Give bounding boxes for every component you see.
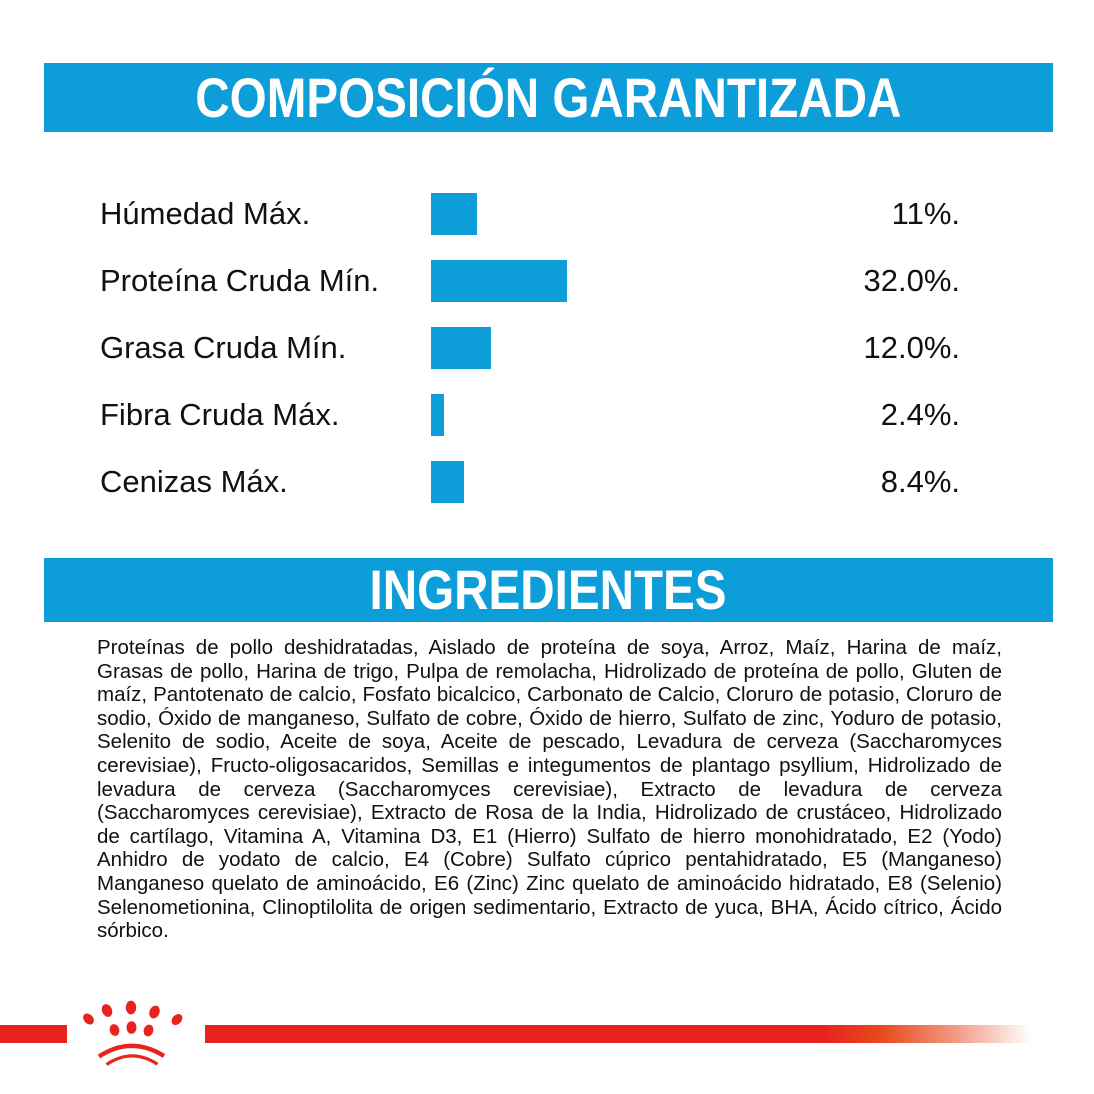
ingredients-text: Proteínas de pollo deshidratadas, Aislad… [97, 636, 1002, 943]
composition-banner: COMPOSICIÓN GARANTIZADA [44, 63, 1053, 132]
nutrient-label: Grasa Cruda Mín. [100, 330, 347, 365]
brand-band-right [205, 1025, 1040, 1043]
nutrient-bar [431, 327, 491, 369]
brand-band-left [0, 1025, 67, 1043]
ingredients-title: INGREDIENTES [369, 558, 728, 621]
chart-row: Fibra Cruda Máx. 2.4%. [0, 394, 1094, 436]
nutrient-label: Húmedad Máx. [100, 196, 311, 231]
nutrient-value: 11%. [891, 196, 960, 231]
nutrient-label: Cenizas Máx. [100, 464, 288, 499]
nutrient-bar [431, 193, 477, 235]
ingredients-banner: INGREDIENTES [44, 558, 1053, 622]
nutrient-bar [431, 260, 567, 302]
composition-title: COMPOSICIÓN GARANTIZADA [195, 65, 902, 129]
crown-paw-logo-icon [83, 1000, 183, 1066]
nutrient-bar [431, 394, 444, 436]
nutrient-bar [431, 461, 464, 503]
nutrient-value: 2.4%. [880, 397, 960, 432]
nutrient-label: Fibra Cruda Máx. [100, 397, 340, 432]
nutrient-label: Proteína Cruda Mín. [100, 263, 380, 298]
chart-row: Grasa Cruda Mín. 12.0%. [0, 327, 1094, 369]
nutrient-value: 12.0%. [863, 330, 960, 365]
chart-row: Húmedad Máx. 11%. [0, 193, 1094, 235]
chart-row: Proteína Cruda Mín. 32.0%. [0, 260, 1094, 302]
nutrient-value: 8.4%. [880, 464, 960, 499]
nutrient-value: 32.0%. [863, 263, 960, 298]
chart-row: Cenizas Máx. 8.4%. [0, 461, 1094, 503]
